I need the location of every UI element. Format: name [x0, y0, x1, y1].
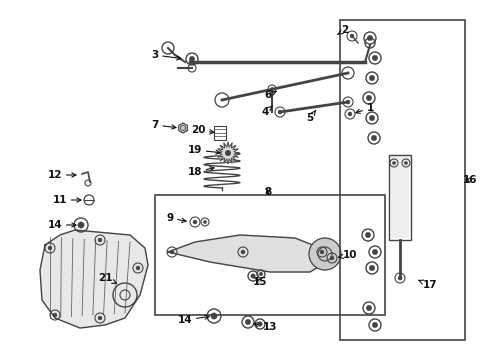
Circle shape: [210, 313, 217, 319]
Circle shape: [48, 246, 52, 250]
Circle shape: [189, 56, 194, 62]
Circle shape: [224, 150, 230, 156]
Circle shape: [366, 305, 371, 311]
Circle shape: [346, 100, 349, 104]
Text: 20: 20: [190, 125, 214, 135]
Circle shape: [371, 249, 377, 255]
Polygon shape: [40, 230, 148, 328]
Bar: [390, 157, 408, 238]
Circle shape: [347, 112, 351, 116]
Bar: [214, 126, 225, 140]
Circle shape: [366, 95, 371, 101]
Text: 11: 11: [53, 195, 81, 205]
Text: 1: 1: [355, 103, 373, 113]
Text: 16: 16: [462, 175, 476, 185]
Circle shape: [371, 322, 377, 328]
Text: 14: 14: [177, 315, 208, 325]
Text: 19: 19: [187, 145, 220, 155]
Text: 3: 3: [151, 50, 181, 60]
Circle shape: [329, 256, 333, 260]
Circle shape: [278, 110, 282, 114]
Circle shape: [170, 250, 174, 254]
Circle shape: [366, 35, 372, 41]
Circle shape: [270, 87, 273, 91]
Text: 2: 2: [337, 25, 348, 35]
Bar: [155, 195, 384, 315]
Circle shape: [391, 161, 395, 165]
Text: 21: 21: [98, 273, 116, 283]
Text: 13: 13: [253, 322, 277, 332]
Circle shape: [397, 276, 401, 280]
Circle shape: [365, 232, 370, 238]
Text: 6: 6: [264, 90, 276, 100]
Text: 17: 17: [418, 280, 436, 290]
Text: 10: 10: [338, 250, 357, 260]
Text: 7: 7: [151, 120, 176, 130]
Circle shape: [370, 135, 376, 141]
Circle shape: [53, 313, 57, 317]
Text: 14: 14: [48, 220, 76, 230]
Polygon shape: [178, 123, 187, 133]
Circle shape: [245, 319, 250, 325]
Text: 9: 9: [166, 213, 185, 223]
Text: 15: 15: [252, 277, 267, 287]
Text: 5: 5: [306, 110, 315, 123]
Circle shape: [203, 220, 206, 224]
Text: 12: 12: [48, 170, 76, 180]
Bar: [388, 155, 410, 240]
Text: 4: 4: [261, 106, 272, 117]
Circle shape: [368, 75, 374, 81]
Circle shape: [250, 274, 255, 278]
Text: 18: 18: [187, 167, 214, 177]
Text: 8: 8: [264, 187, 271, 197]
Circle shape: [98, 316, 102, 320]
Circle shape: [319, 250, 324, 254]
Circle shape: [368, 265, 374, 271]
Circle shape: [257, 322, 262, 326]
Circle shape: [98, 238, 102, 242]
Circle shape: [241, 250, 244, 254]
Circle shape: [308, 238, 340, 270]
Circle shape: [404, 161, 407, 165]
Circle shape: [193, 220, 197, 224]
Circle shape: [368, 115, 374, 121]
Circle shape: [349, 34, 353, 38]
Circle shape: [78, 222, 84, 228]
Polygon shape: [217, 142, 239, 164]
Bar: [339, 20, 464, 340]
Polygon shape: [168, 235, 329, 272]
Circle shape: [136, 266, 140, 270]
Circle shape: [371, 55, 377, 61]
Circle shape: [259, 272, 262, 276]
